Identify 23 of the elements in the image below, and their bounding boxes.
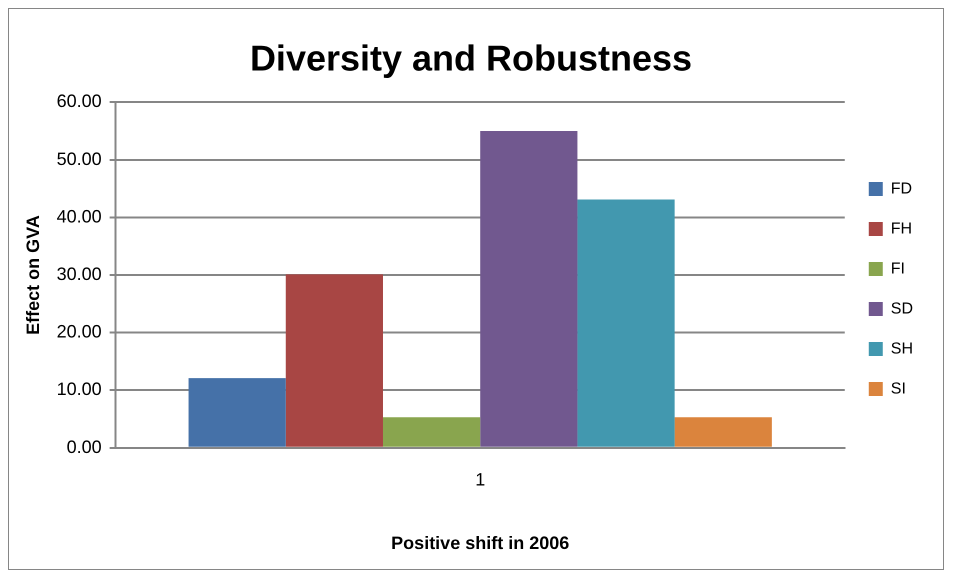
y-tick-label: 10.00 (56, 379, 102, 400)
y-axis-title: Effect on GVA (22, 215, 43, 335)
legend-label: SI (890, 380, 906, 398)
chart-title: Diversity and Robustness (250, 38, 692, 79)
y-tick-label: 40.00 (56, 206, 102, 226)
bar (286, 274, 383, 447)
bar (480, 131, 578, 447)
x-tick-label: 1 (475, 470, 486, 490)
y-tick-label: 30.00 (56, 264, 102, 284)
y-tick-label: 0.00 (66, 436, 102, 457)
bar (577, 200, 675, 447)
bar (188, 378, 286, 447)
legend-label: FH (890, 220, 912, 238)
bar (674, 417, 772, 447)
x-axis-title: Positive shift in 2006 (391, 533, 570, 554)
legend-label: SH (890, 340, 914, 358)
legend-label: FD (890, 180, 912, 198)
legend-label: FI (890, 260, 905, 278)
y-tick-label: 20.00 (56, 322, 102, 342)
y-tick-label: 60.00 (56, 91, 102, 112)
legend-label: SD (890, 300, 914, 318)
y-tick-label: 50.00 (56, 148, 102, 169)
bar (382, 417, 480, 447)
